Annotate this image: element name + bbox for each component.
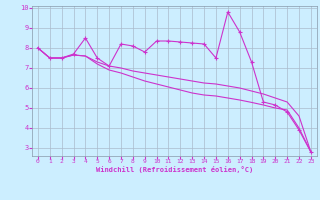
- X-axis label: Windchill (Refroidissement éolien,°C): Windchill (Refroidissement éolien,°C): [96, 166, 253, 173]
